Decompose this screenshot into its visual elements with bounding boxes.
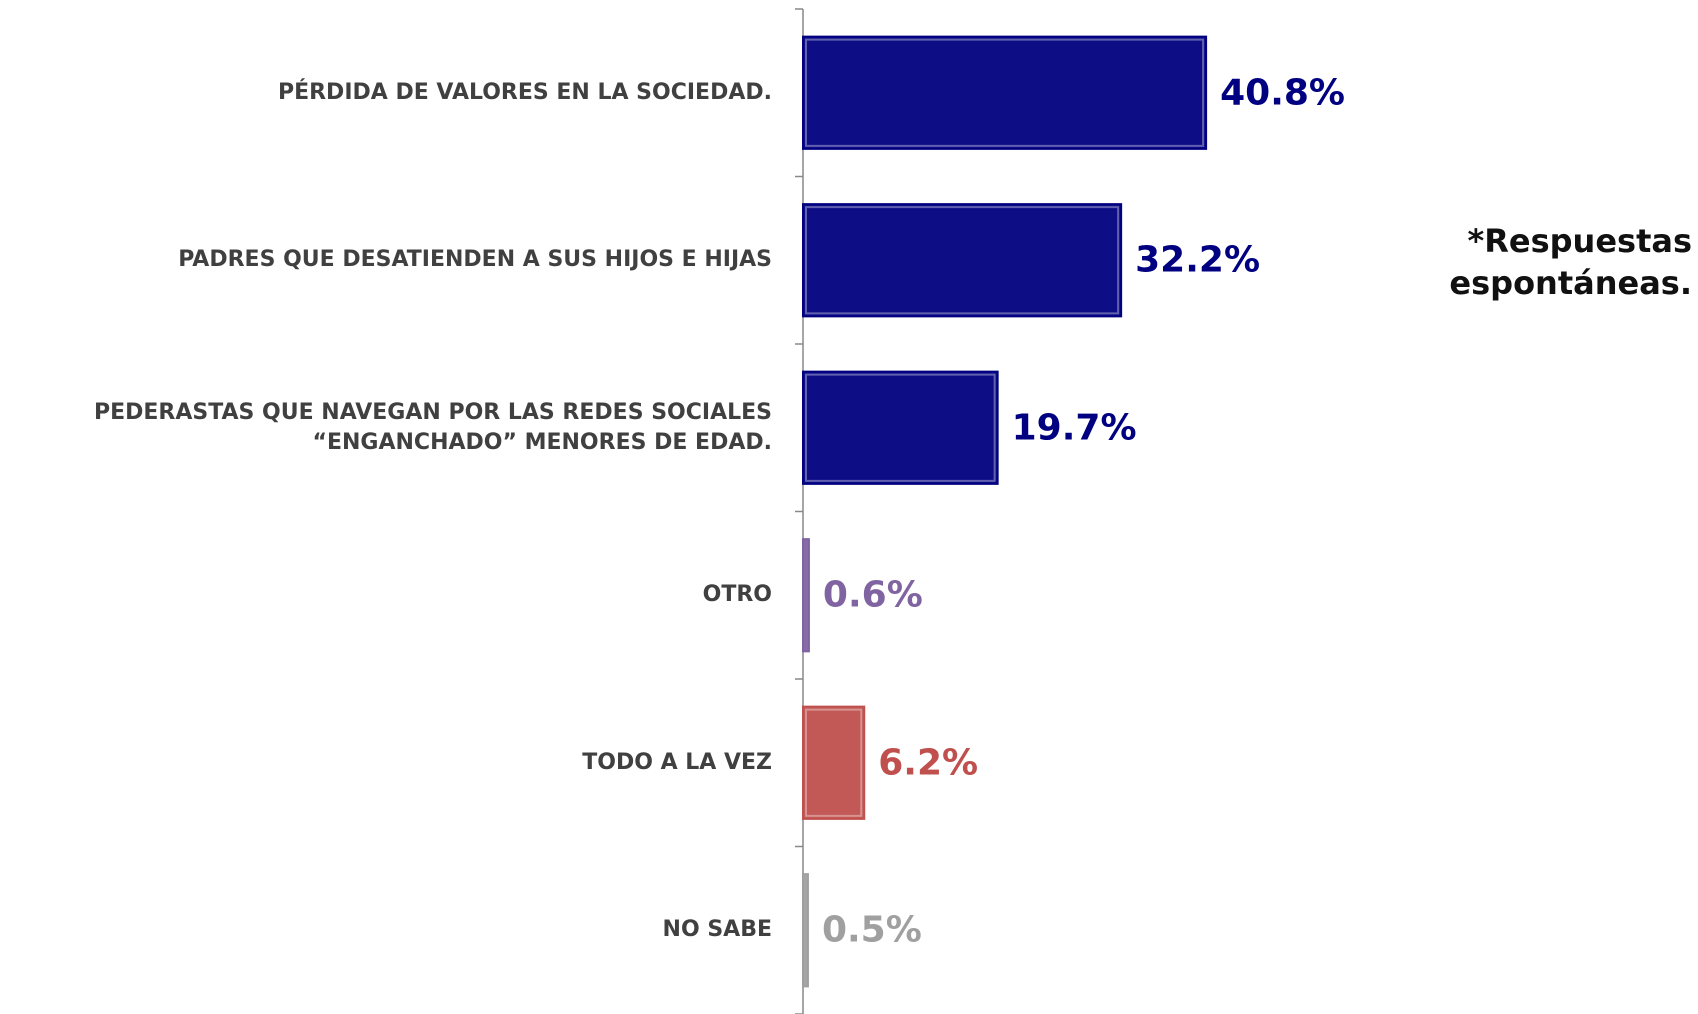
- category-label: PADRES QUE DESATIENDEN A SUS HIJOS E HIJ…: [178, 247, 772, 273]
- bar: [802, 203, 1123, 318]
- bar: [802, 705, 866, 820]
- bar: [802, 35, 1208, 150]
- value-label: 19.7%: [1011, 407, 1137, 449]
- bar: [802, 873, 809, 988]
- value-label: 40.8%: [1220, 72, 1345, 114]
- category-label: TODO A LA VEZ: [582, 749, 772, 775]
- value-label: 0.6%: [822, 574, 923, 616]
- category-label: PEDERASTAS QUE NAVEGAN POR LAS REDES SOC…: [93, 399, 772, 455]
- category-label: PÉRDIDA DE VALORES EN LA SOCIEDAD.: [277, 79, 772, 105]
- category-label: NO SABE: [662, 917, 772, 943]
- category-label: OTRO: [702, 582, 772, 608]
- bar-shine: [805, 373, 996, 482]
- annotation-line: espontáneas.: [1449, 264, 1692, 302]
- bar: [802, 538, 810, 653]
- bar-shine: [805, 708, 863, 817]
- value-label: 32.2%: [1135, 239, 1261, 281]
- bar: [802, 370, 999, 485]
- bar-shine: [805, 206, 1120, 315]
- bar-shine: [805, 38, 1205, 147]
- annotation: *Respuestas espontáneas.: [1449, 220, 1692, 304]
- annotation-line: *Respuestas: [1467, 222, 1693, 260]
- value-label: 6.2%: [878, 742, 979, 784]
- value-label: 0.5%: [821, 909, 922, 951]
